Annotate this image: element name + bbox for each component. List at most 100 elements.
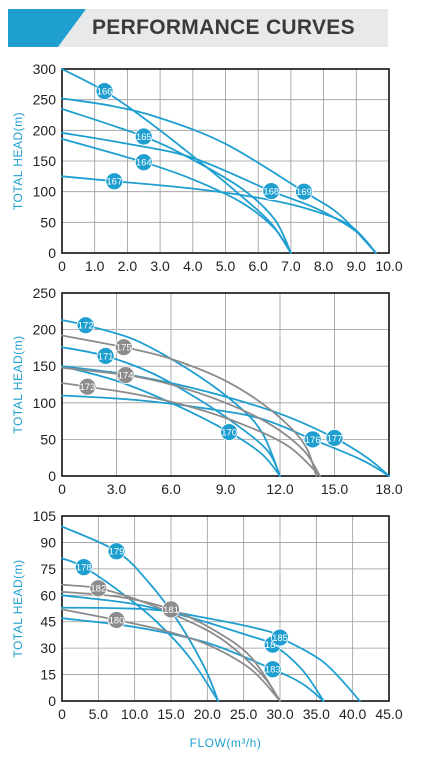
x-tick-label: 2.0 xyxy=(118,258,138,274)
x-tick-label: 4.0 xyxy=(183,258,203,274)
x-tick-label: 6.0 xyxy=(161,481,181,497)
y-tick-label: 105 xyxy=(33,508,57,524)
series-label-169: 169 xyxy=(296,187,312,198)
x-tick-label: 9.0 xyxy=(216,481,236,497)
x-tick-label: 10.0 xyxy=(121,706,148,722)
x-tick-label: 40.0 xyxy=(339,706,366,722)
series-label-164: 164 xyxy=(136,158,152,169)
series-label-184: 184 xyxy=(265,640,281,651)
y-tick-label: 60 xyxy=(40,587,56,603)
x-tick-label: 9.0 xyxy=(347,258,367,274)
series-marker-172 xyxy=(76,316,95,335)
x-tick-label: 15.0 xyxy=(321,481,348,497)
y-tick-label: 45 xyxy=(40,614,56,630)
x-tick-label: 8.0 xyxy=(314,258,334,274)
y-tick-label: 15 xyxy=(40,667,56,683)
series-label-173: 173 xyxy=(80,382,96,393)
series-marker-178 xyxy=(74,558,93,576)
x-tick-label: 15.0 xyxy=(157,706,184,722)
series-label-176: 176 xyxy=(305,435,321,446)
series-marker-182 xyxy=(89,579,108,598)
x-tick-label: 12.0 xyxy=(266,481,293,497)
x-tick-label: 0 xyxy=(58,706,66,722)
series-label-172: 172 xyxy=(78,321,94,332)
x-tick-label: 6.0 xyxy=(248,258,268,274)
series-line-185 xyxy=(61,606,361,702)
y-tick-label: 250 xyxy=(33,285,57,301)
x-tick-label: 25.0 xyxy=(230,706,257,722)
series-marker-167 xyxy=(105,172,124,191)
series-label-178: 178 xyxy=(76,562,92,573)
series-marker-185 xyxy=(271,628,289,647)
y-axis-label: TOTAL HEAD(m) xyxy=(11,335,25,433)
series-marker-180 xyxy=(107,611,126,629)
series-label-174: 174 xyxy=(118,370,134,381)
y-tick-label: 250 xyxy=(33,92,57,108)
y-tick-label: 100 xyxy=(33,184,57,200)
series-line-174 xyxy=(61,366,321,477)
series-label-168: 168 xyxy=(263,186,279,197)
series-label-183: 183 xyxy=(265,665,281,676)
series-label-165: 165 xyxy=(136,132,152,143)
x-tick-label: 0 xyxy=(58,258,66,274)
series-line-183 xyxy=(61,617,325,702)
y-tick-label: 50 xyxy=(40,431,56,447)
series-line-181 xyxy=(61,590,281,702)
series-marker-176 xyxy=(303,430,322,449)
x-tick-label: 0 xyxy=(58,481,66,497)
x-tick-label: 5.0 xyxy=(216,258,236,274)
series-label-167: 167 xyxy=(106,177,122,188)
series-line-164 xyxy=(61,138,292,254)
series-label-185: 185 xyxy=(272,633,288,644)
y-tick-label: 0 xyxy=(48,245,56,261)
series-line-165 xyxy=(61,108,292,254)
y-tick-label: 30 xyxy=(40,640,56,656)
series-marker-173 xyxy=(78,377,97,396)
series-marker-181 xyxy=(162,600,180,619)
series-line-170 xyxy=(61,365,281,477)
y-tick-label: 150 xyxy=(33,153,57,169)
y-tick-label: 200 xyxy=(33,322,57,338)
series-label-166: 166 xyxy=(97,86,113,97)
series-marker-183 xyxy=(263,660,282,679)
series-marker-166 xyxy=(95,82,114,100)
series-line-168 xyxy=(61,131,377,254)
series-marker-168 xyxy=(262,182,281,200)
series-label-179: 179 xyxy=(109,547,125,558)
x-tick-label: 3.0 xyxy=(150,258,170,274)
series-label-170: 170 xyxy=(221,427,237,438)
x-axis-label: FLOW(m³/h) xyxy=(190,736,262,750)
x-tick-label: 35.0 xyxy=(303,706,330,722)
series-line-184 xyxy=(61,594,325,702)
y-tick-label: 150 xyxy=(33,358,57,374)
y-axis-label: TOTAL HEAD(m) xyxy=(11,559,25,657)
chart-2: 0 3.0 6.0 9.0 12.0 15.0 18.0 0 50 100 150 200 250 TOT… xyxy=(11,285,403,497)
series-marker-171 xyxy=(96,347,115,365)
y-tick-label: 300 xyxy=(33,61,57,77)
series-marker-179 xyxy=(107,542,126,561)
series-label-182: 182 xyxy=(90,584,106,595)
plot-frame xyxy=(61,292,390,477)
series-line-178 xyxy=(61,557,220,702)
series-label-181: 181 xyxy=(163,605,179,616)
x-tick-label: 45.0 xyxy=(375,706,402,722)
chart-1: 0 1.0 2.0 3.0 4.0 5.0 6.0 7.0 8.0 9.0 10.0 0 50 100 15… xyxy=(11,61,403,274)
series-label-180: 180 xyxy=(109,615,125,626)
x-tick-label: 18.0 xyxy=(375,481,402,497)
series-label-175: 175 xyxy=(116,343,132,354)
chart-3: 0 5.0 10.0 15.0 20.0 25.0 30.0 35.0 40.0 45.0 0 15 3… xyxy=(11,508,403,750)
x-tick-label: 3.0 xyxy=(107,481,127,497)
plot-frame xyxy=(61,68,390,254)
series-marker-164 xyxy=(134,153,153,172)
y-tick-label: 200 xyxy=(33,122,57,138)
y-tick-label: 75 xyxy=(40,561,56,577)
series-line-169 xyxy=(61,97,377,254)
y-tick-label: 0 xyxy=(48,693,56,709)
x-tick-label: 10.0 xyxy=(375,258,402,274)
y-axis-label: TOTAL HEAD(m) xyxy=(11,112,25,210)
x-tick-label: 7.0 xyxy=(281,258,301,274)
series-marker-170 xyxy=(220,423,239,441)
x-tick-label: 30.0 xyxy=(266,706,293,722)
series-marker-177 xyxy=(325,429,344,447)
series-marker-175 xyxy=(114,338,133,357)
